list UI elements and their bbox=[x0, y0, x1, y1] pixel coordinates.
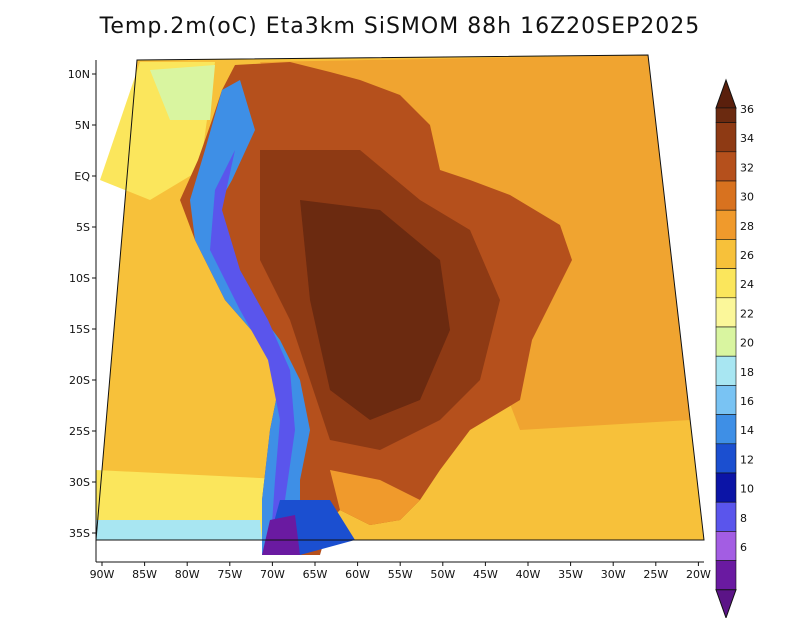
lat-tick-label: 5S bbox=[76, 221, 90, 234]
map-domain-outline bbox=[95, 54, 705, 541]
lon-tick-label: 55W bbox=[388, 568, 413, 581]
colorbar-label: 6 bbox=[740, 541, 747, 554]
hot-core-deep bbox=[300, 200, 450, 420]
colorbar-label: 18 bbox=[740, 366, 754, 379]
colorbar-segment bbox=[715, 385, 737, 415]
colorbar-label: 32 bbox=[740, 161, 754, 174]
colorbar-segment bbox=[715, 107, 737, 123]
colorbar-segment bbox=[715, 501, 737, 532]
lon-tick-label: 45W bbox=[473, 568, 498, 581]
colorbar-label: 12 bbox=[740, 453, 754, 466]
lon-tick-label: 25W bbox=[643, 568, 668, 581]
colorbar-segment bbox=[715, 472, 737, 503]
lat-tick-label: EQ bbox=[74, 170, 90, 183]
longitude-axis: 90W 85W 80W 75W 70W 65W 60W 55W 50W 45W 40W 35W 30W 2… bbox=[90, 562, 711, 581]
colorbar-label: 34 bbox=[740, 132, 754, 145]
lat-tick-label: 15S bbox=[69, 323, 90, 336]
lat-tick-label: 20S bbox=[69, 374, 90, 387]
colorbar-segment bbox=[715, 268, 737, 299]
lat-tick-label: 30S bbox=[69, 476, 90, 489]
lat-tick-label: 35S bbox=[69, 527, 90, 540]
lon-tick-label: 50W bbox=[430, 568, 455, 581]
colorbar-segment bbox=[715, 209, 737, 240]
south-cool-land bbox=[330, 470, 420, 525]
colorbar-segment bbox=[715, 443, 737, 474]
lon-tick-label: 40W bbox=[516, 568, 541, 581]
lon-tick-label: 75W bbox=[217, 568, 242, 581]
colorbar-segment bbox=[715, 531, 737, 561]
lon-tick-label: 35W bbox=[558, 568, 583, 581]
colorbar-label: 36 bbox=[740, 103, 754, 116]
lon-tick-label: 60W bbox=[345, 568, 370, 581]
colorbar-segment bbox=[715, 239, 737, 269]
colorbar-bottom-arrow bbox=[715, 589, 737, 618]
lon-tick-label: 30W bbox=[601, 568, 626, 581]
map-panel bbox=[95, 54, 705, 555]
colorbar: 36 34 32 30 28 26 24 22 20 18 16 14 12 10 8 6 bbox=[715, 78, 754, 618]
latitude-axis: 10N 5N EQ 5S 10S 15S 20S 25S 30S 35S bbox=[68, 68, 96, 540]
colorbar-label: 26 bbox=[740, 249, 754, 262]
colorbar-segment bbox=[715, 180, 737, 211]
colorbar-label: 10 bbox=[740, 483, 754, 496]
cool-south-pacific bbox=[96, 520, 262, 540]
lat-tick-label: 10S bbox=[69, 272, 90, 285]
colorbar-segment bbox=[715, 122, 737, 153]
colorbar-segment bbox=[715, 326, 737, 357]
lon-tick-label: 20W bbox=[686, 568, 711, 581]
andes-very-cold bbox=[210, 150, 295, 552]
colorbar-segment bbox=[715, 151, 737, 182]
lon-tick-label: 85W bbox=[132, 568, 157, 581]
lon-tick-label: 70W bbox=[260, 568, 285, 581]
pacific-band bbox=[150, 65, 215, 120]
lat-tick-label: 25S bbox=[69, 425, 90, 438]
colorbar-label: 8 bbox=[740, 512, 747, 525]
colorbar-segment bbox=[715, 355, 737, 386]
map-title: Temp.2m(oC) Eta3km SiSMOM 88h 16Z20SEP20… bbox=[99, 14, 701, 39]
colorbar-segment bbox=[715, 297, 737, 328]
colorbar-label: 20 bbox=[740, 337, 754, 350]
colorbar-top-arrow bbox=[715, 78, 737, 109]
colorbar-label: 30 bbox=[740, 191, 754, 204]
lon-tick-label: 65W bbox=[303, 568, 328, 581]
lat-tick-label: 10N bbox=[68, 68, 90, 81]
lon-tick-label: 80W bbox=[175, 568, 200, 581]
lon-tick-label: 90W bbox=[90, 568, 115, 581]
colorbar-label: 24 bbox=[740, 278, 754, 291]
colorbar-label: 16 bbox=[740, 395, 754, 408]
lat-tick-label: 5N bbox=[75, 119, 90, 132]
colorbar-label: 22 bbox=[740, 307, 754, 320]
colorbar-label: 28 bbox=[740, 220, 754, 233]
colorbar-label: 14 bbox=[740, 424, 754, 437]
patagonia-coldest bbox=[262, 515, 300, 555]
colorbar-segment bbox=[715, 414, 737, 445]
colorbar-segment bbox=[715, 560, 737, 591]
